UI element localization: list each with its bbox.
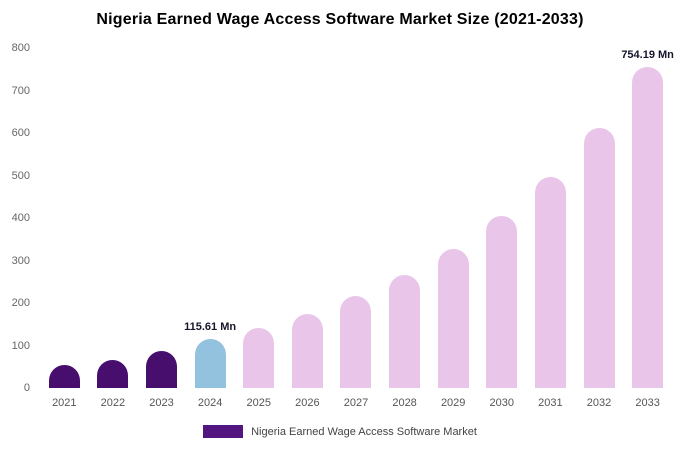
y-tick-label: 400 (11, 212, 30, 224)
bar-slot (137, 48, 186, 388)
bar-slot (477, 48, 526, 388)
bar-2031 (534, 177, 566, 388)
x-tick-label: 2029 (440, 397, 466, 409)
bar-slot (89, 48, 138, 388)
y-tick-label: 600 (11, 127, 30, 139)
plot-area: 115.61 Mn 754.19 Mn (40, 48, 674, 388)
bar-2022 (97, 360, 129, 388)
bar-slot (575, 48, 624, 388)
x-tick-label: 2030 (489, 397, 515, 409)
bar-2028 (389, 275, 421, 388)
bar-2025 (243, 328, 275, 388)
chart-title: Nigeria Earned Wage Access Software Mark… (96, 11, 584, 28)
bar-2023 (146, 351, 178, 388)
y-tick-label: 700 (11, 84, 30, 97)
y-tick-label: 500 (11, 169, 30, 182)
x-tick-label: 2022 (100, 397, 126, 409)
y-tick-label: 100 (11, 339, 30, 352)
value-label: 754.19 Mn (621, 49, 674, 61)
bar-slot (332, 48, 381, 388)
bar-2030 (486, 216, 518, 388)
y-tick-label: 800 (11, 42, 30, 54)
bar-slot (40, 48, 89, 388)
y-tick-label: 300 (11, 254, 30, 267)
x-tick-label: 2026 (295, 397, 320, 409)
y-axis: 0 100 200 300 400 500 600 700 800 (0, 42, 34, 394)
bar-2032 (583, 128, 615, 388)
x-tick-label: 2023 (149, 397, 174, 409)
x-tick-label: 2021 (52, 397, 77, 409)
bar-2026 (291, 314, 323, 388)
bar-slot (380, 48, 429, 388)
x-tick-label: 2027 (343, 397, 369, 409)
x-axis: 2021 2022 2023 2024 2025 2026 2027 2028 2029 2030… (40, 397, 672, 409)
bar-2021 (48, 365, 80, 388)
x-tick-label: 2032 (586, 397, 612, 409)
x-tick-label: 2025 (246, 397, 271, 409)
x-tick-label: 2031 (538, 397, 563, 409)
bar-2033: 754.19 Mn (621, 49, 674, 388)
bar-slot (526, 48, 575, 388)
bar-slot (234, 48, 283, 388)
y-tick-label: 200 (11, 297, 30, 309)
bar-slot (283, 48, 332, 388)
legend-swatch (203, 425, 244, 438)
bar-2029 (437, 249, 469, 388)
value-label: 115.61 Mn (184, 321, 237, 333)
legend-label: Nigeria Earned Wage Access Software Mark… (251, 425, 477, 438)
bar-2024: 115.61 Mn (184, 321, 236, 388)
x-tick-label: 2033 (635, 397, 660, 409)
y-tick-label: 0 (23, 382, 30, 394)
bar-slot: 115.61 Mn (184, 48, 236, 388)
legend: Nigeria Earned Wage Access Software Mark… (0, 425, 680, 438)
bar-2027 (340, 296, 372, 388)
bar-slot: 754.19 Mn (621, 48, 674, 388)
x-tick-label: 2028 (392, 397, 417, 409)
x-tick-label: 2024 (197, 397, 223, 409)
bar-slot (429, 48, 478, 388)
